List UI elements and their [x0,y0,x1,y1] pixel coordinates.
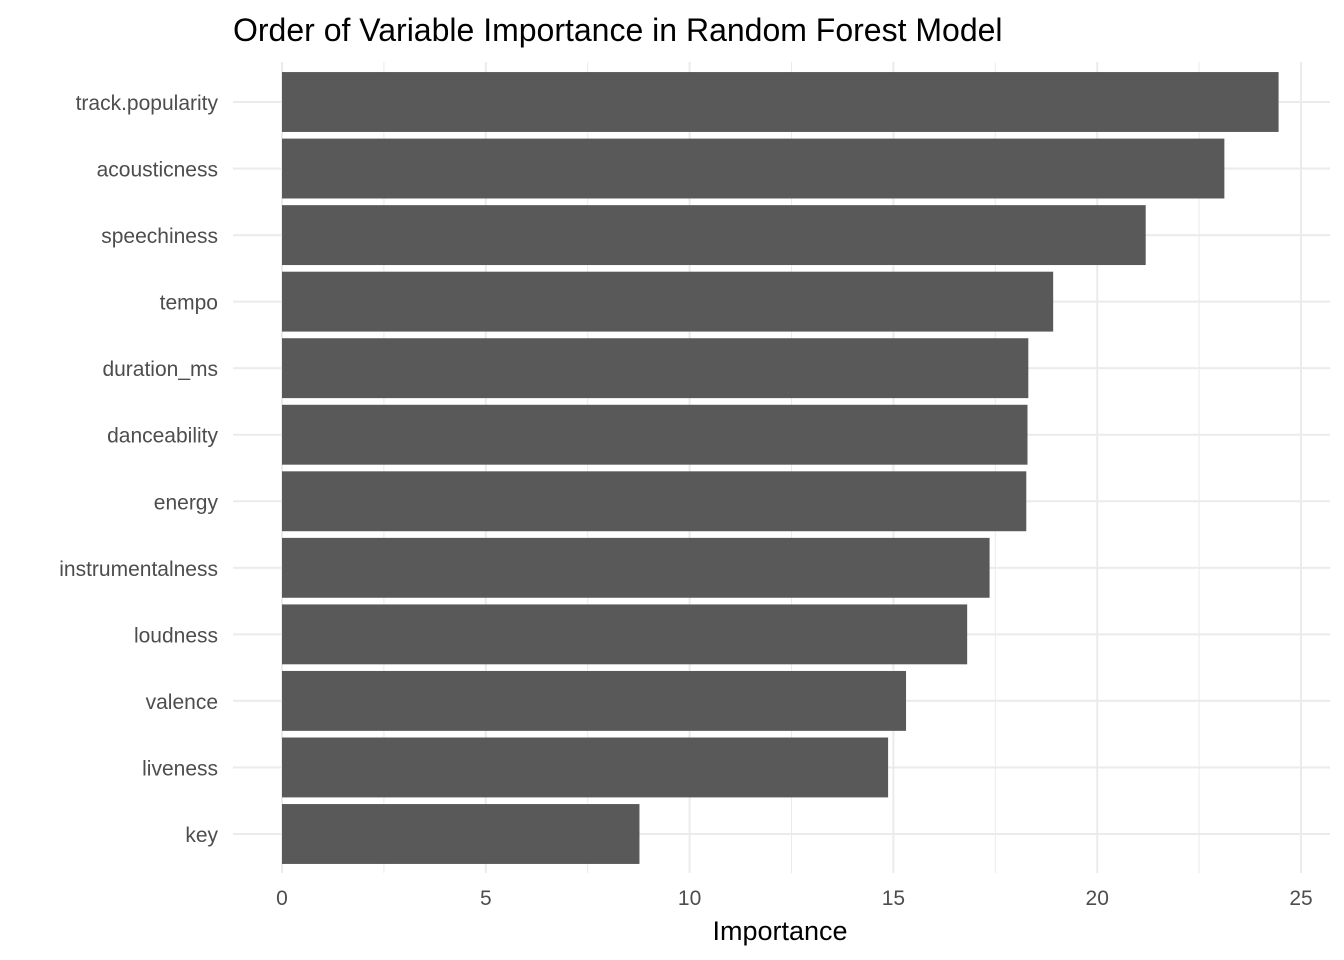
bar [282,804,640,864]
chart-title: Order of Variable Importance in Random F… [233,12,1003,48]
bar [282,138,1225,199]
y-tick-label: liveness [142,757,218,780]
y-tick-label: tempo [160,292,218,315]
y-tick-label: speechiness [101,225,218,248]
y-tick-label: track.popularity [76,92,219,115]
x-axis-title: Importance [712,916,847,946]
x-tick-label: 0 [276,887,288,910]
bar [282,72,1279,132]
x-axis-labels: 0 5 10 15 20 25 [276,887,1313,910]
y-tick-label: key [185,824,218,847]
bar [282,205,1146,266]
bar [282,537,990,598]
bar [282,338,1029,399]
bar [282,737,889,798]
x-tick-label: 15 [882,887,905,910]
y-tick-label: danceability [107,425,218,448]
y-tick-label: duration_ms [102,358,218,381]
bar [282,404,1028,465]
x-tick-label: 20 [1086,887,1109,910]
bar [282,271,1054,332]
y-tick-label: instrumentalness [59,558,218,581]
bar [282,604,968,665]
bars [282,72,1279,864]
bar [282,471,1027,532]
y-tick-label: loudness [134,624,218,647]
y-tick-label: acousticness [97,159,218,182]
x-tick-label: 10 [678,887,701,910]
y-tick-label: valence [146,691,218,714]
y-tick-label: energy [154,491,219,514]
x-tick-label: 25 [1289,887,1312,910]
y-axis-labels: track.popularity acousticness speechiness t… [59,92,218,847]
bar [282,670,907,731]
x-tick-label: 5 [480,887,492,910]
